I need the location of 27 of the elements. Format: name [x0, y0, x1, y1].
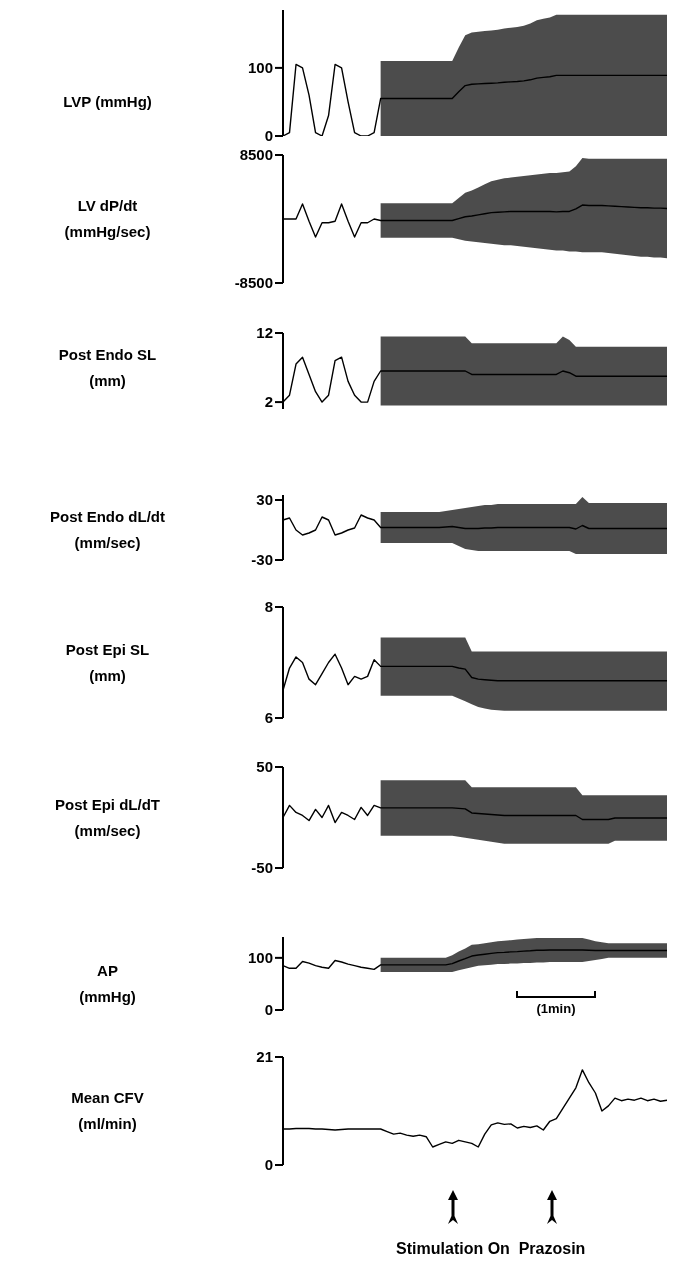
y-axis-title: Post Endo SL (mm) [57, 344, 158, 391]
y-tick-label: 100 [247, 59, 273, 77]
y-tick-label: 30 [256, 491, 273, 509]
y-tick-label: 8500 [239, 146, 273, 164]
y-axis-title: LVP (mmHg) [62, 91, 153, 112]
y-tick-label: -50 [251, 859, 273, 877]
y-tick-label: 2 [264, 393, 273, 411]
y-axis-title: LV dP/dt (mmHg/sec) [63, 196, 152, 242]
y-axis-title: Mean CFV (ml/min) [70, 1088, 145, 1134]
y-tick-label: 0 [264, 1001, 273, 1019]
y-tick-label: 50 [256, 758, 273, 776]
y-axis-title: Post Endo dL/dt (mm/sec) [49, 507, 166, 553]
y-axis-title: Post Epi dL/dT (mm/sec) [54, 794, 161, 841]
y-axis-title: AP (mmHg) [78, 960, 137, 1007]
y-tick-label: 21 [256, 1048, 273, 1066]
text: Stimulation On [396, 1240, 510, 1257]
text: Prazosin [518, 1240, 586, 1257]
y-tick-label: 0 [264, 1156, 273, 1174]
y-tick-label: -8500 [234, 274, 273, 292]
y-tick-label: 12 [256, 324, 273, 342]
y-tick-label: 0 [264, 127, 273, 145]
y-tick-label: 100 [247, 949, 273, 967]
y-tick-label: 8 [264, 598, 273, 616]
y-tick-label: 6 [264, 709, 273, 727]
annotation: (1min) [535, 1001, 577, 1016]
y-tick-label: -30 [251, 551, 273, 569]
y-axis-title: Post Epi SL (mm) [64, 639, 151, 686]
